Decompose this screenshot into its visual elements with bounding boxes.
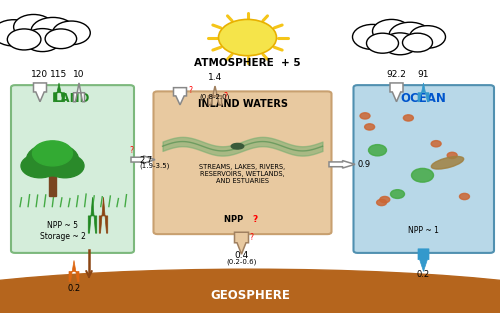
Text: ?: ?	[223, 92, 227, 101]
Polygon shape	[418, 83, 429, 102]
Text: NPP ~ 1: NPP ~ 1	[408, 227, 439, 235]
Text: NPP ~ 5
Storage ~ 2: NPP ~ 5 Storage ~ 2	[40, 221, 86, 241]
Polygon shape	[208, 86, 222, 105]
Circle shape	[8, 29, 41, 50]
Text: GEOSPHERE: GEOSPHERE	[210, 289, 290, 302]
Circle shape	[402, 33, 432, 52]
Text: 10: 10	[73, 70, 85, 79]
Polygon shape	[329, 161, 355, 168]
Text: 91: 91	[418, 70, 429, 79]
Text: 1.4: 1.4	[208, 73, 222, 82]
Text: STREAMS, LAKES, RIVERS,
RESERVOIRS, WETLANDS,
AND ESTUARIES: STREAMS, LAKES, RIVERS, RESERVOIRS, WETL…	[200, 164, 286, 184]
Circle shape	[360, 113, 370, 119]
Text: ?: ?	[250, 233, 254, 242]
Text: (1.9-3.5): (1.9-3.5)	[139, 163, 170, 169]
Text: ?: ?	[252, 215, 258, 224]
Circle shape	[372, 19, 410, 43]
Polygon shape	[174, 88, 186, 105]
Circle shape	[46, 154, 84, 178]
Text: LAND: LAND	[54, 92, 90, 105]
Circle shape	[412, 168, 434, 182]
Text: 0.2: 0.2	[417, 270, 430, 279]
Text: 0.4: 0.4	[234, 251, 248, 260]
Text: 115: 115	[50, 70, 68, 79]
Circle shape	[26, 143, 78, 176]
Circle shape	[45, 29, 76, 49]
Polygon shape	[99, 197, 108, 233]
FancyBboxPatch shape	[154, 91, 332, 234]
Ellipse shape	[432, 156, 464, 169]
Text: 0.9: 0.9	[358, 160, 370, 169]
Circle shape	[31, 18, 75, 45]
Circle shape	[366, 33, 398, 53]
Polygon shape	[234, 232, 248, 254]
Polygon shape	[131, 156, 155, 163]
Circle shape	[460, 193, 469, 200]
Text: 2.7: 2.7	[139, 156, 152, 165]
Circle shape	[368, 145, 386, 156]
Text: 0.2: 0.2	[68, 284, 80, 293]
Text: 120: 120	[32, 70, 48, 79]
Text: OCEAN: OCEAN	[401, 92, 446, 105]
Circle shape	[447, 152, 457, 158]
Circle shape	[218, 19, 276, 56]
Circle shape	[380, 197, 390, 203]
Circle shape	[52, 21, 90, 45]
Text: ?: ?	[188, 86, 192, 95]
Text: (0.8-2.0): (0.8-2.0)	[200, 86, 230, 100]
Circle shape	[24, 28, 61, 52]
Text: (0.2-0.6): (0.2-0.6)	[226, 259, 256, 265]
Text: ATMOSPHERE  + 5: ATMOSPHERE + 5	[194, 58, 301, 68]
Circle shape	[389, 22, 431, 49]
Polygon shape	[390, 83, 403, 102]
Circle shape	[352, 24, 393, 49]
Circle shape	[390, 190, 404, 198]
Text: ?: ?	[129, 146, 133, 155]
FancyBboxPatch shape	[354, 85, 494, 253]
Polygon shape	[418, 249, 429, 271]
Polygon shape	[34, 83, 46, 102]
Ellipse shape	[231, 143, 244, 149]
Circle shape	[382, 33, 418, 55]
Circle shape	[376, 199, 386, 206]
Circle shape	[32, 141, 72, 166]
Polygon shape	[54, 83, 64, 102]
Polygon shape	[88, 197, 97, 233]
FancyBboxPatch shape	[11, 85, 134, 253]
Circle shape	[431, 141, 441, 147]
Text: 92.2: 92.2	[386, 70, 406, 79]
Text: NPP: NPP	[224, 215, 246, 224]
Circle shape	[404, 115, 413, 121]
Circle shape	[364, 124, 374, 130]
Circle shape	[0, 20, 34, 46]
Polygon shape	[69, 260, 79, 282]
Circle shape	[410, 26, 446, 48]
Circle shape	[14, 14, 54, 39]
Ellipse shape	[0, 269, 500, 313]
Circle shape	[21, 154, 59, 178]
Bar	[49, 169, 56, 196]
Polygon shape	[74, 83, 85, 102]
Text: INLAND WATERS: INLAND WATERS	[198, 99, 288, 109]
